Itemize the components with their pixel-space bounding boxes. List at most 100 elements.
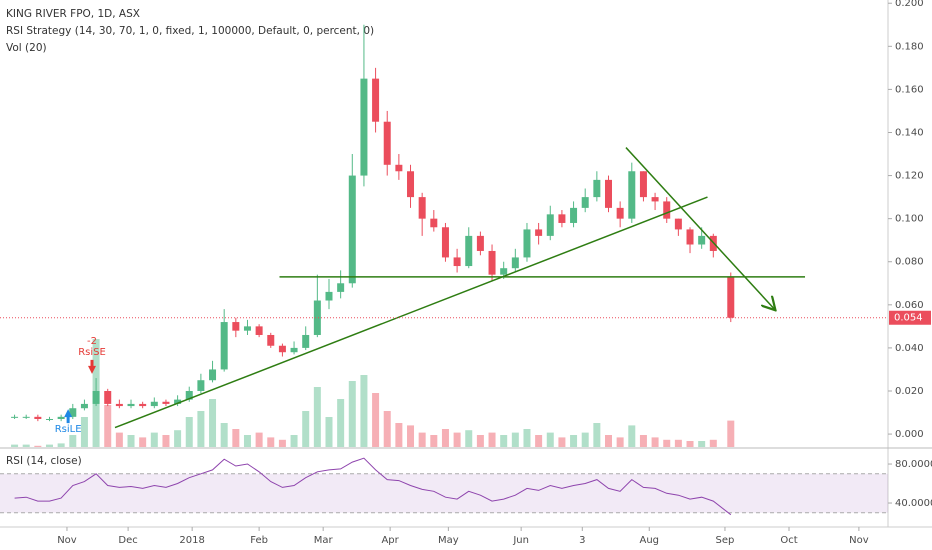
y-tick-label: 0.140: [895, 127, 924, 138]
volume-bar: [476, 435, 484, 447]
volume-bar: [115, 432, 123, 447]
candle-body: [639, 171, 647, 198]
volume-bar: [698, 441, 706, 447]
candle-body: [11, 416, 19, 418]
y-tick-label: 0.180: [895, 41, 924, 52]
volume-bar: [651, 437, 659, 447]
last-price-label: 0.054: [894, 313, 923, 324]
candle-body: [150, 401, 158, 407]
candle-body: [313, 300, 321, 335]
volume-bar: [278, 439, 286, 447]
candle-body: [57, 416, 65, 419]
y-tick-label: 0.040: [895, 343, 924, 354]
volume-bar: [727, 420, 735, 447]
volume-bar: [209, 399, 217, 447]
candle-body: [232, 322, 240, 331]
candle-body: [209, 369, 217, 381]
candle-body: [45, 418, 53, 420]
volume-bar: [139, 437, 147, 447]
x-tick-label: Mar: [314, 535, 334, 546]
signal-label: RsiLE: [55, 424, 82, 435]
candle-body: [604, 179, 612, 208]
signal-arrow: [64, 409, 73, 424]
trendline: [625, 147, 774, 310]
volume-bar: [674, 439, 682, 447]
x-tick-label: Feb: [250, 535, 268, 546]
rsi-line: [14, 457, 732, 516]
volume-bar: [360, 375, 368, 447]
x-tick-label: Jun: [512, 535, 529, 546]
volume-bar: [174, 430, 182, 447]
indicator-label: RSI Strategy (14, 30, 70, 1, 0, fixed, 1…: [6, 25, 374, 37]
candle-body: [372, 78, 380, 122]
volume-bar: [465, 430, 473, 447]
volume-bar: [511, 432, 519, 447]
candle-body: [698, 235, 706, 245]
volume-bar: [11, 444, 19, 447]
candle-body: [185, 390, 193, 400]
candle-body: [174, 399, 182, 404]
candle-body: [616, 207, 624, 219]
x-tick-label: Dec: [118, 535, 137, 546]
volume-bar: [337, 399, 345, 447]
candle-body: [267, 334, 275, 346]
volume-bar: [185, 417, 193, 447]
candle-body: [290, 347, 298, 353]
candle-body: [92, 390, 100, 404]
candle-body: [360, 78, 368, 176]
candle-body: [651, 197, 659, 202]
chart-title: KING RIVER FPO, 1D, ASX: [6, 8, 140, 20]
volume-bar: [69, 435, 77, 447]
candle-body: [127, 403, 135, 407]
volume-bar: [407, 425, 415, 447]
x-tick-label: 3: [579, 535, 585, 546]
x-tick-label: Sep: [716, 535, 735, 546]
trendline: [114, 196, 708, 429]
signal-label: RsiSE: [78, 347, 106, 358]
candle-body: [465, 235, 473, 267]
candle-body: [383, 121, 391, 165]
x-tick-label: 2018: [179, 535, 204, 546]
candle-body: [337, 283, 345, 292]
candle-body: [430, 218, 438, 228]
volume-bar: [604, 435, 612, 447]
candle-body: [535, 229, 543, 236]
volume-bar: [313, 387, 321, 447]
candle-body: [407, 171, 415, 198]
candle-body: [686, 229, 694, 245]
candle-body: [197, 380, 205, 391]
volume-bar: [546, 432, 554, 447]
volume-bar: [418, 432, 426, 447]
volume-bar: [709, 439, 717, 447]
volume-bar: [255, 432, 263, 447]
x-tick-label: May: [438, 535, 459, 546]
volume-bar: [628, 425, 636, 447]
volume-bar: [290, 435, 298, 447]
volume-bar: [267, 437, 275, 447]
candle-body: [476, 235, 484, 251]
candle-body: [115, 403, 123, 407]
x-tick-label: Nov: [57, 535, 77, 546]
volume-bar: [558, 437, 566, 447]
candle-body: [727, 276, 735, 318]
x-tick-label: Apr: [381, 535, 399, 546]
y-tick-label: 0.200: [895, 0, 924, 9]
candle-body: [243, 326, 251, 331]
candle-body: [395, 164, 403, 172]
candle-body: [302, 334, 310, 348]
x-tick-label: Nov: [849, 535, 869, 546]
rsi-tick-label: 80.0000: [895, 459, 932, 470]
candle-body: [488, 250, 496, 275]
volume-bar: [372, 393, 380, 447]
candle-body: [278, 345, 286, 353]
volume-bar: [686, 441, 694, 447]
volume-bar: [220, 423, 228, 447]
volume-bar: [162, 435, 170, 447]
candle-body: [325, 291, 333, 301]
candle-body: [628, 171, 636, 219]
candle-body: [255, 326, 263, 335]
volume-bar: [22, 444, 30, 447]
volume-bar: [383, 411, 391, 447]
y-tick-label: 0.020: [895, 386, 924, 397]
